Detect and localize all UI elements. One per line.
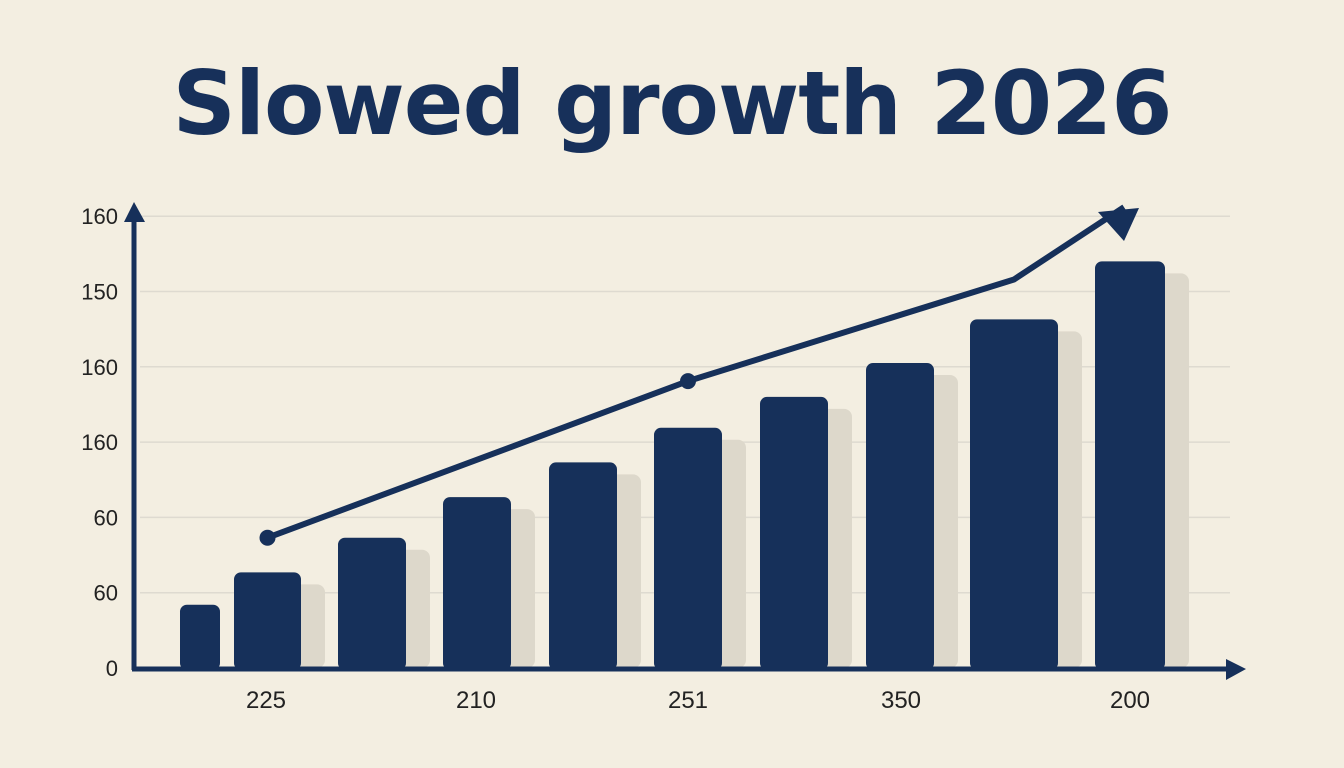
y-axis-arrow-icon xyxy=(124,202,145,222)
trend-point xyxy=(680,373,696,390)
y-tick-label: 0 xyxy=(106,656,118,681)
y-tick-label: 160 xyxy=(81,204,118,229)
bar xyxy=(234,572,301,670)
bar xyxy=(866,363,934,670)
y-tick-label: 160 xyxy=(81,430,118,455)
trend-line xyxy=(266,204,1126,541)
bar xyxy=(654,427,722,670)
y-tick-label: 150 xyxy=(81,280,118,305)
bar xyxy=(443,497,511,670)
x-tick-label: 200 xyxy=(1110,687,1150,714)
x-axis-arrow-icon xyxy=(1226,659,1246,680)
bar xyxy=(970,319,1058,670)
bar xyxy=(760,396,828,670)
bar xyxy=(549,462,617,670)
x-tick-label: 251 xyxy=(668,687,708,714)
x-tick-label: 225 xyxy=(246,687,286,714)
bar xyxy=(338,537,406,670)
x-tick-label: 210 xyxy=(456,687,496,714)
chart-title: Slowed growth 2026 xyxy=(172,52,1172,155)
y-tick-label: 60 xyxy=(94,581,118,606)
x-tick-label: 350 xyxy=(881,687,921,714)
trend-point xyxy=(259,529,276,546)
bar xyxy=(1095,261,1165,670)
y-tick-label: 60 xyxy=(94,505,118,530)
y-tick-label: 160 xyxy=(81,355,118,380)
trend-arrow-icon xyxy=(1098,208,1139,241)
bar xyxy=(180,604,220,670)
